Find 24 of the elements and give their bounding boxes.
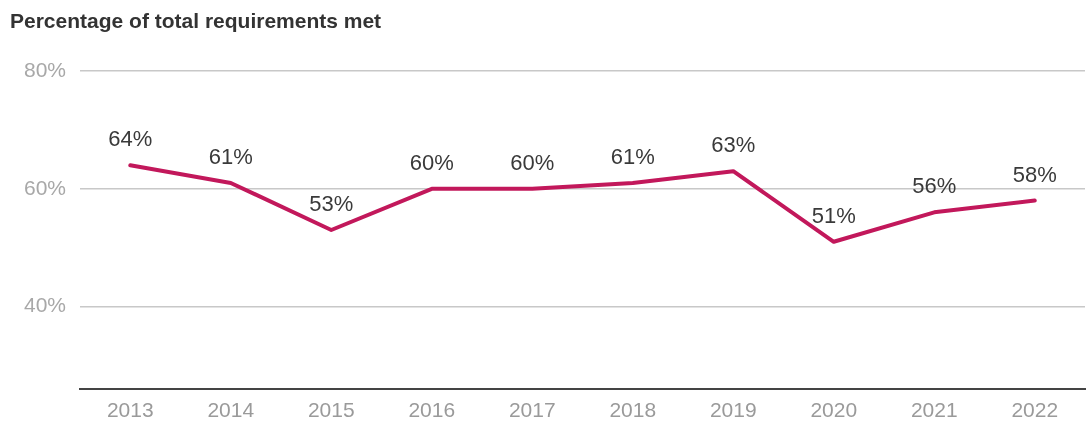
x-tick-label: 2017 [508, 398, 556, 422]
y-tick-label: 40% [24, 293, 67, 317]
text: 60% [510, 149, 555, 175]
text: 53% [309, 191, 354, 217]
y-tick-label: 60% [24, 175, 67, 199]
text: 56% [912, 173, 957, 199]
y-tick-label: 80% [24, 58, 67, 81]
text: 58% [1012, 161, 1057, 187]
x-tick-label: 2018 [609, 398, 657, 422]
x-tick-label: 2014 [207, 398, 255, 422]
text: 64% [108, 126, 153, 152]
text: 51% [811, 202, 856, 228]
x-tick-label: 2022 [1011, 398, 1059, 422]
text: 61% [208, 144, 253, 170]
x-tick-label: 2013 [106, 398, 154, 422]
chart-title: Percentage of total requirements met [10, 9, 382, 33]
x-tick-label: 2015 [307, 398, 355, 422]
text: 61% [610, 144, 655, 170]
text: 60% [409, 149, 454, 175]
x-tick-label: 2021 [910, 398, 958, 422]
x-tick-label: 2019 [709, 398, 757, 422]
text: 63% [711, 132, 756, 158]
x-tick-label: 2020 [810, 398, 858, 422]
x-tick-label: 2016 [408, 398, 456, 422]
